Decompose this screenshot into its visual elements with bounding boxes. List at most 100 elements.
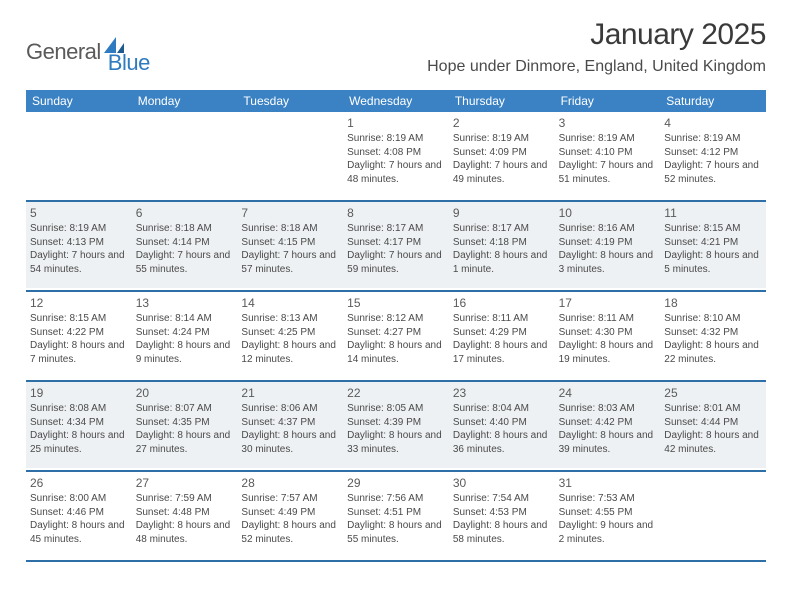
sunset-text: Sunset: 4:12 PM: [664, 146, 762, 160]
day-cell: 18Sunrise: 8:10 AMSunset: 4:32 PMDayligh…: [660, 292, 766, 378]
sunrise-text: Sunrise: 7:56 AM: [347, 492, 445, 506]
week-row: 26Sunrise: 8:00 AMSunset: 4:46 PMDayligh…: [26, 472, 766, 558]
day-number: 11: [664, 205, 762, 221]
day-cell: 9Sunrise: 8:17 AMSunset: 4:18 PMDaylight…: [449, 202, 555, 288]
daylight-text: Daylight: 8 hours and 17 minutes.: [453, 339, 551, 366]
sunrise-text: Sunrise: 8:13 AM: [241, 312, 339, 326]
sunrise-text: Sunrise: 8:01 AM: [664, 402, 762, 416]
dow-cell: Tuesday: [237, 90, 343, 112]
day-number: 18: [664, 295, 762, 311]
day-cell: 23Sunrise: 8:04 AMSunset: 4:40 PMDayligh…: [449, 382, 555, 468]
day-cell: 8Sunrise: 8:17 AMSunset: 4:17 PMDaylight…: [343, 202, 449, 288]
day-number: 6: [136, 205, 234, 221]
day-cell: 19Sunrise: 8:08 AMSunset: 4:34 PMDayligh…: [26, 382, 132, 468]
day-number: 27: [136, 475, 234, 491]
sunrise-text: Sunrise: 8:07 AM: [136, 402, 234, 416]
sunset-text: Sunset: 4:10 PM: [559, 146, 657, 160]
sunrise-text: Sunrise: 8:14 AM: [136, 312, 234, 326]
daylight-text: Daylight: 7 hours and 49 minutes.: [453, 159, 551, 186]
sunrise-text: Sunrise: 8:11 AM: [453, 312, 551, 326]
day-cell: [26, 112, 132, 198]
calendar: SundayMondayTuesdayWednesdayThursdayFrid…: [26, 90, 766, 562]
day-cell: 31Sunrise: 7:53 AMSunset: 4:55 PMDayligh…: [555, 472, 661, 558]
week-row: 1Sunrise: 8:19 AMSunset: 4:08 PMDaylight…: [26, 112, 766, 198]
daylight-text: Daylight: 8 hours and 12 minutes.: [241, 339, 339, 366]
daylight-text: Daylight: 8 hours and 48 minutes.: [136, 519, 234, 546]
day-number: 29: [347, 475, 445, 491]
day-cell: 12Sunrise: 8:15 AMSunset: 4:22 PMDayligh…: [26, 292, 132, 378]
sunset-text: Sunset: 4:09 PM: [453, 146, 551, 160]
day-cell: 27Sunrise: 7:59 AMSunset: 4:48 PMDayligh…: [132, 472, 238, 558]
calendar-body: 1Sunrise: 8:19 AMSunset: 4:08 PMDaylight…: [26, 112, 766, 562]
sunrise-text: Sunrise: 8:04 AM: [453, 402, 551, 416]
sunset-text: Sunset: 4:27 PM: [347, 326, 445, 340]
sunset-text: Sunset: 4:46 PM: [30, 506, 128, 520]
day-number: 19: [30, 385, 128, 401]
day-cell: [660, 472, 766, 558]
daylight-text: Daylight: 8 hours and 1 minute.: [453, 249, 551, 276]
sunset-text: Sunset: 4:40 PM: [453, 416, 551, 430]
sunrise-text: Sunrise: 8:19 AM: [347, 132, 445, 146]
day-number: 22: [347, 385, 445, 401]
location-subtitle: Hope under Dinmore, England, United King…: [427, 58, 766, 76]
sunset-text: Sunset: 4:34 PM: [30, 416, 128, 430]
daylight-text: Daylight: 7 hours and 51 minutes.: [559, 159, 657, 186]
daylight-text: Daylight: 7 hours and 55 minutes.: [136, 249, 234, 276]
brand-text-blue: Blue: [108, 50, 150, 76]
sunset-text: Sunset: 4:13 PM: [30, 236, 128, 250]
sunset-text: Sunset: 4:21 PM: [664, 236, 762, 250]
day-number: 13: [136, 295, 234, 311]
sunset-text: Sunset: 4:37 PM: [241, 416, 339, 430]
day-cell: 26Sunrise: 8:00 AMSunset: 4:46 PMDayligh…: [26, 472, 132, 558]
sunrise-text: Sunrise: 8:05 AM: [347, 402, 445, 416]
day-number: 4: [664, 115, 762, 131]
day-number: 2: [453, 115, 551, 131]
day-cell: 5Sunrise: 8:19 AMSunset: 4:13 PMDaylight…: [26, 202, 132, 288]
day-number: 16: [453, 295, 551, 311]
day-cell: 24Sunrise: 8:03 AMSunset: 4:42 PMDayligh…: [555, 382, 661, 468]
sunrise-text: Sunrise: 8:00 AM: [30, 492, 128, 506]
daylight-text: Daylight: 7 hours and 59 minutes.: [347, 249, 445, 276]
sunset-text: Sunset: 4:29 PM: [453, 326, 551, 340]
day-number: 15: [347, 295, 445, 311]
daylight-text: Daylight: 8 hours and 19 minutes.: [559, 339, 657, 366]
sunrise-text: Sunrise: 8:10 AM: [664, 312, 762, 326]
day-cell: 28Sunrise: 7:57 AMSunset: 4:49 PMDayligh…: [237, 472, 343, 558]
day-cell: 15Sunrise: 8:12 AMSunset: 4:27 PMDayligh…: [343, 292, 449, 378]
day-number: 8: [347, 205, 445, 221]
day-cell: 6Sunrise: 8:18 AMSunset: 4:14 PMDaylight…: [132, 202, 238, 288]
sunset-text: Sunset: 4:32 PM: [664, 326, 762, 340]
day-cell: 20Sunrise: 8:07 AMSunset: 4:35 PMDayligh…: [132, 382, 238, 468]
day-cell: 7Sunrise: 8:18 AMSunset: 4:15 PMDaylight…: [237, 202, 343, 288]
day-number: 3: [559, 115, 657, 131]
day-cell: 25Sunrise: 8:01 AMSunset: 4:44 PMDayligh…: [660, 382, 766, 468]
sunrise-text: Sunrise: 8:17 AM: [347, 222, 445, 236]
day-number: 12: [30, 295, 128, 311]
daylight-text: Daylight: 8 hours and 9 minutes.: [136, 339, 234, 366]
sunset-text: Sunset: 4:19 PM: [559, 236, 657, 250]
sunset-text: Sunset: 4:08 PM: [347, 146, 445, 160]
dow-cell: Sunday: [26, 90, 132, 112]
day-cell: 22Sunrise: 8:05 AMSunset: 4:39 PMDayligh…: [343, 382, 449, 468]
day-cell: [237, 112, 343, 198]
calendar-page: General Blue January 2025 Hope under Din…: [0, 0, 792, 580]
sunset-text: Sunset: 4:18 PM: [453, 236, 551, 250]
daylight-text: Daylight: 8 hours and 7 minutes.: [30, 339, 128, 366]
dow-cell: Wednesday: [343, 90, 449, 112]
daylight-text: Daylight: 7 hours and 48 minutes.: [347, 159, 445, 186]
sunrise-text: Sunrise: 8:03 AM: [559, 402, 657, 416]
day-cell: 30Sunrise: 7:54 AMSunset: 4:53 PMDayligh…: [449, 472, 555, 558]
day-cell: 4Sunrise: 8:19 AMSunset: 4:12 PMDaylight…: [660, 112, 766, 198]
day-number: 17: [559, 295, 657, 311]
daylight-text: Daylight: 8 hours and 33 minutes.: [347, 429, 445, 456]
sunrise-text: Sunrise: 8:11 AM: [559, 312, 657, 326]
title-block: January 2025 Hope under Dinmore, England…: [427, 18, 766, 76]
day-cell: 1Sunrise: 8:19 AMSunset: 4:08 PMDaylight…: [343, 112, 449, 198]
sunset-text: Sunset: 4:15 PM: [241, 236, 339, 250]
sunrise-text: Sunrise: 8:19 AM: [559, 132, 657, 146]
daylight-text: Daylight: 8 hours and 45 minutes.: [30, 519, 128, 546]
sunrise-text: Sunrise: 8:15 AM: [664, 222, 762, 236]
sunrise-text: Sunrise: 8:19 AM: [453, 132, 551, 146]
month-title: January 2025: [427, 18, 766, 52]
day-number: 31: [559, 475, 657, 491]
